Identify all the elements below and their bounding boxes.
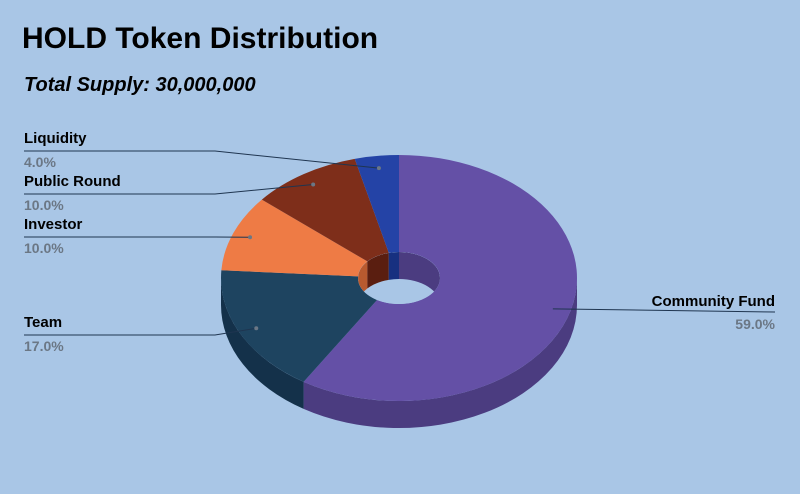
- leader-dot: [376, 166, 381, 171]
- pie-slice-side: [221, 278, 304, 409]
- donut-inner-wall: [388, 252, 399, 280]
- leader-dot: [311, 182, 316, 187]
- chart-subtitle: Total Supply: 30,000,000: [24, 74, 256, 96]
- donut-inner-wall: [399, 252, 440, 304]
- slice-label: Liquidity: [24, 130, 87, 147]
- pie-slice: [354, 155, 399, 253]
- pie-top: [221, 155, 578, 401]
- slice-label: Investor: [24, 216, 83, 233]
- leader-line: [24, 327, 257, 336]
- chart-title: HOLD Token Distribution: [22, 22, 379, 55]
- leader-line: [552, 308, 776, 313]
- leader-dot: [248, 235, 253, 240]
- pie-sides: [221, 278, 577, 428]
- pie-slice: [261, 158, 389, 262]
- leader-line: [24, 184, 314, 195]
- slice-label: Public Round: [24, 173, 121, 190]
- slice-label: Community Fund: [652, 293, 775, 310]
- slice-value-label: 17.0%: [24, 338, 64, 354]
- slice-value-label: 10.0%: [24, 240, 64, 256]
- pie-slice: [221, 199, 368, 277]
- slice-value-label: 10.0%: [24, 197, 64, 213]
- slice-value-label: 4.0%: [24, 154, 56, 170]
- leader-dot: [254, 326, 259, 331]
- slice-label: Team: [24, 314, 62, 331]
- pie-slice: [221, 270, 378, 382]
- pie-slice-side: [303, 278, 577, 428]
- donut-inner-wall: [367, 252, 389, 289]
- callout-labels: Community Fund 59.0% Team 17.0% Investor 10.0…: [24, 130, 776, 354]
- pie-slice: [303, 155, 578, 401]
- slice-value-label: 59.0%: [735, 316, 775, 332]
- leader-line: [24, 150, 379, 169]
